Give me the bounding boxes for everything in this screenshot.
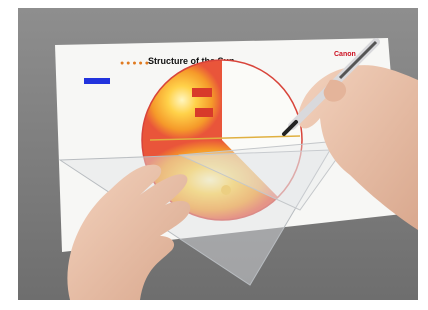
- label-box: [195, 108, 213, 117]
- brand: Canon: [334, 51, 356, 58]
- photo: ● ● ● ● ● Structure of the Sun Canon: [0, 0, 428, 310]
- label-box: [84, 78, 110, 84]
- label-box: [192, 88, 212, 97]
- logo: ● ● ● ● ●: [120, 60, 149, 67]
